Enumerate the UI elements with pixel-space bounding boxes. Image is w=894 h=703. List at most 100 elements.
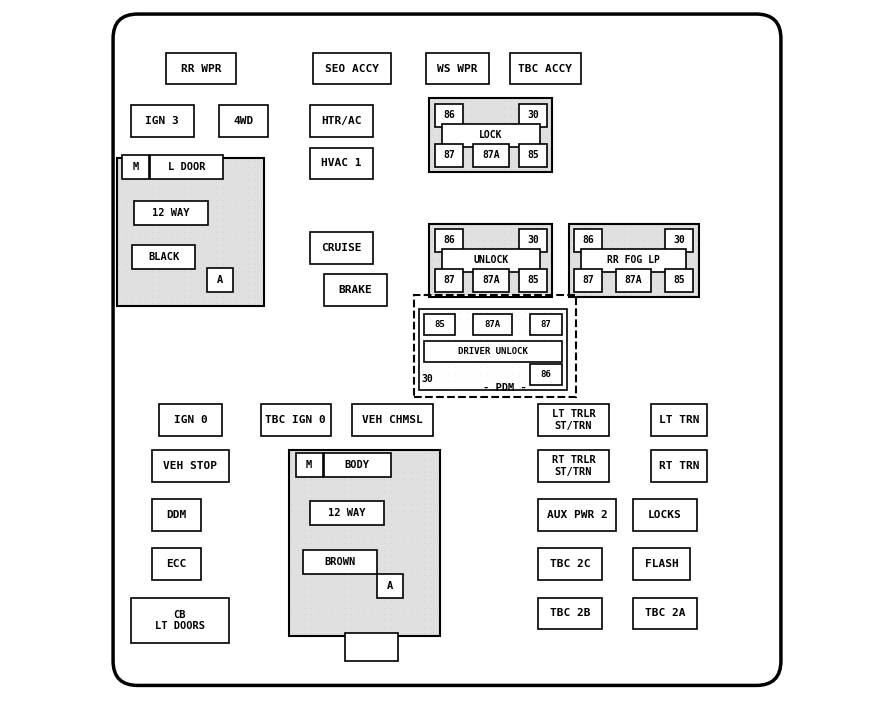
Point	[536, 234, 551, 245]
Point	[518, 320, 532, 331]
Text: LT TRN: LT TRN	[659, 415, 699, 425]
Point	[571, 282, 586, 293]
Point	[284, 479, 299, 491]
Point	[384, 583, 398, 594]
Point	[432, 248, 446, 259]
Point	[298, 467, 312, 478]
Point	[304, 589, 318, 600]
Point	[125, 246, 139, 257]
Bar	[574, 269, 603, 292]
Point	[177, 220, 191, 231]
Point	[291, 479, 306, 491]
Point	[543, 129, 557, 141]
Point	[119, 285, 133, 296]
Point	[424, 557, 438, 568]
Point	[391, 492, 405, 503]
Point	[384, 492, 398, 503]
Point	[517, 282, 531, 293]
Point	[364, 563, 378, 574]
Point	[364, 608, 378, 619]
Point	[291, 621, 306, 633]
Point	[325, 589, 339, 600]
Bar	[152, 499, 201, 531]
Point	[637, 255, 651, 266]
Point	[209, 226, 224, 238]
Point	[157, 162, 172, 173]
Point	[157, 181, 172, 193]
Point	[291, 628, 306, 639]
Point	[505, 347, 519, 359]
Point	[131, 214, 146, 225]
Point	[113, 175, 127, 186]
Point	[682, 255, 696, 266]
Text: FLASH: FLASH	[645, 559, 679, 569]
Point	[215, 246, 230, 257]
Point	[453, 368, 468, 380]
Point	[311, 537, 325, 548]
Point	[477, 96, 492, 107]
Point	[451, 123, 466, 134]
Point	[484, 234, 498, 245]
Point	[190, 246, 204, 257]
Point	[410, 473, 425, 484]
Point	[364, 569, 378, 581]
Point	[331, 492, 345, 503]
Point	[350, 447, 365, 458]
Point	[656, 282, 670, 293]
Point	[235, 239, 249, 250]
Point	[358, 467, 372, 478]
Point	[222, 226, 236, 238]
Point	[484, 164, 498, 175]
Point	[209, 155, 224, 167]
Point	[669, 269, 683, 280]
Point	[311, 531, 325, 542]
Point	[337, 595, 351, 607]
Point	[317, 602, 332, 613]
Point	[464, 103, 478, 114]
Point	[464, 96, 478, 107]
Point	[649, 282, 663, 293]
Point	[597, 262, 611, 273]
Bar	[414, 295, 576, 397]
Point	[131, 226, 146, 238]
Point	[499, 368, 513, 380]
Point	[403, 537, 417, 548]
Point	[464, 123, 478, 134]
Point	[370, 505, 384, 517]
Point	[358, 595, 372, 607]
Point	[317, 589, 332, 600]
Point	[222, 233, 236, 244]
Point	[119, 246, 133, 257]
Point	[617, 276, 631, 287]
Point	[377, 453, 392, 465]
Point	[550, 354, 564, 366]
Point	[151, 252, 165, 264]
Point	[473, 341, 487, 352]
Point	[241, 297, 256, 309]
Point	[364, 518, 378, 529]
Point	[688, 248, 703, 259]
Point	[432, 164, 446, 175]
Point	[460, 368, 474, 380]
Point	[203, 259, 217, 270]
Point	[427, 307, 442, 318]
Point	[434, 327, 448, 338]
Point	[447, 334, 461, 345]
Point	[164, 259, 178, 270]
Point	[331, 531, 345, 542]
Point	[317, 569, 332, 581]
Point	[444, 269, 459, 280]
Point	[477, 109, 492, 120]
Point	[377, 447, 392, 458]
Point	[284, 550, 299, 562]
Point	[125, 200, 139, 212]
Point	[291, 531, 306, 542]
Point	[536, 255, 551, 266]
Point	[662, 289, 677, 300]
Point	[471, 269, 485, 280]
Point	[215, 291, 230, 302]
Point	[458, 109, 472, 120]
Point	[571, 262, 586, 273]
Point	[417, 550, 431, 562]
Point	[578, 282, 592, 293]
